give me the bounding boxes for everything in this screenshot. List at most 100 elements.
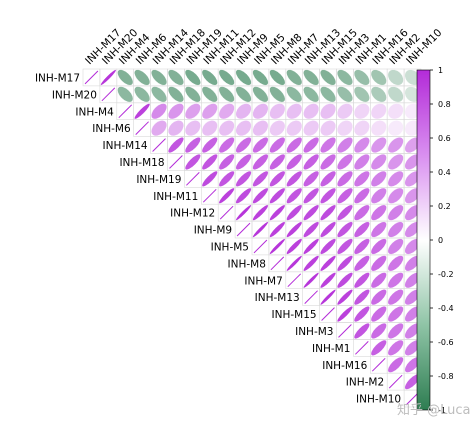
correlation-ellipse (303, 187, 320, 204)
colorbar-tick-label: -0.4 (438, 304, 454, 313)
diagonal-mark (101, 87, 116, 102)
row-label: INH-M11 (153, 191, 198, 203)
correlation-ellipse (269, 69, 286, 86)
correlation-ellipse (353, 86, 370, 103)
diagonal-mark (169, 155, 183, 169)
correlation-ellipse (167, 137, 184, 154)
row-label: INH-M3 (295, 326, 333, 338)
diagonal-mark (202, 188, 217, 203)
diagonal-mark (84, 70, 99, 85)
correlation-ellipse (353, 238, 370, 255)
diagonal-mark (371, 357, 386, 372)
correlation-ellipse (370, 289, 387, 306)
row-label: INH-M5 (211, 241, 249, 253)
diagonal-mark (236, 222, 251, 237)
correlation-ellipse (387, 103, 404, 120)
diagonal-mark (186, 172, 200, 186)
correlation-ellipse (184, 120, 201, 137)
correlation-ellipse (320, 69, 337, 86)
correlation-ellipse (252, 170, 269, 187)
correlation-ellipse (387, 204, 404, 221)
diagonal-mark (304, 290, 318, 304)
correlation-ellipse (387, 255, 404, 272)
correlation-ellipse (151, 103, 168, 120)
correlation-ellipse (252, 221, 269, 238)
correlation-ellipse (201, 153, 218, 170)
correlation-ellipse (370, 170, 387, 187)
correlation-ellipse (336, 153, 353, 170)
correlation-ellipse (320, 137, 337, 154)
correlation-ellipse (167, 69, 184, 86)
correlation-ellipse (269, 153, 286, 170)
correlation-ellipse (387, 272, 404, 289)
correlation-ellipse (167, 103, 184, 120)
correlation-ellipse (151, 86, 168, 103)
colorbar-tick-label: -1 (438, 406, 446, 415)
colorbar-tick-label: 0.6 (438, 134, 451, 143)
row-label: INH-M20 (52, 89, 97, 101)
row-label: INH-M7 (244, 275, 282, 287)
correlation-ellipse (269, 238, 286, 255)
correlation-ellipse (370, 187, 387, 204)
diagonal-mark (338, 324, 352, 338)
correlation-ellipse (336, 86, 353, 103)
correlation-ellipse (387, 137, 404, 154)
correlation-ellipse (320, 289, 337, 306)
correlation-ellipse (286, 86, 303, 103)
correlation-ellipse (286, 137, 303, 154)
row-label: INH-M1 (312, 343, 350, 355)
colorbar-tick-label: 0 (438, 236, 443, 245)
correlation-ellipse (167, 120, 184, 137)
correlation-ellipse (151, 69, 168, 86)
correlation-ellipse (184, 137, 201, 154)
row-label: INH-M16 (322, 360, 367, 372)
correlation-ellipse (235, 69, 252, 86)
correlation-ellipse (303, 204, 320, 221)
correlation-ellipse (184, 103, 201, 120)
correlation-ellipse (303, 153, 320, 170)
correlation-ellipse (286, 69, 303, 86)
row-label: INH-M9 (194, 225, 232, 237)
correlation-ellipse (286, 120, 303, 137)
diagonal-mark (321, 307, 335, 321)
correlation-ellipse (303, 103, 320, 120)
correlation-ellipse (336, 238, 353, 255)
correlation-ellipse (387, 86, 404, 103)
diagonal-mark (135, 121, 149, 135)
correlation-ellipse (370, 339, 387, 356)
colorbar-tick-label: 1 (438, 66, 443, 75)
correlation-ellipse (286, 238, 303, 255)
correlation-ellipse (387, 356, 404, 373)
correlation-ellipse (303, 238, 320, 255)
correlation-ellipse (201, 137, 218, 154)
correlation-ellipse (184, 69, 201, 86)
correlation-ellipse (218, 120, 235, 137)
correlation-ellipse (286, 204, 303, 221)
colorbar-tick-label: -0.6 (438, 338, 454, 347)
correlation-ellipse (134, 103, 151, 120)
correlation-ellipse (117, 86, 134, 103)
correlation-ellipse (218, 137, 235, 154)
correlation-ellipse (286, 255, 303, 272)
row-label: INH-M10 (356, 394, 401, 406)
row-label: INH-M15 (272, 309, 317, 321)
correlation-ellipse (218, 86, 235, 103)
correlation-ellipse (387, 339, 404, 356)
correlation-ellipse (117, 69, 134, 86)
correlation-ellipse (336, 120, 353, 137)
correlation-ellipse (336, 272, 353, 289)
correlation-ellipse (184, 86, 201, 103)
correlation-ellipse (269, 137, 286, 154)
correlation-ellipse (201, 120, 218, 137)
correlation-ellipse (370, 103, 387, 120)
correlation-ellipse (353, 255, 370, 272)
correlation-ellipse (303, 86, 320, 103)
correlation-ellipse (370, 221, 387, 238)
correlation-ellipse (320, 255, 337, 272)
correlation-ellipse (387, 306, 404, 323)
correlation-ellipse (218, 103, 235, 120)
correlation-ellipse (286, 221, 303, 238)
correlation-ellipse (235, 86, 252, 103)
correlation-ellipse (218, 187, 235, 204)
correlation-ellipse (252, 86, 269, 103)
